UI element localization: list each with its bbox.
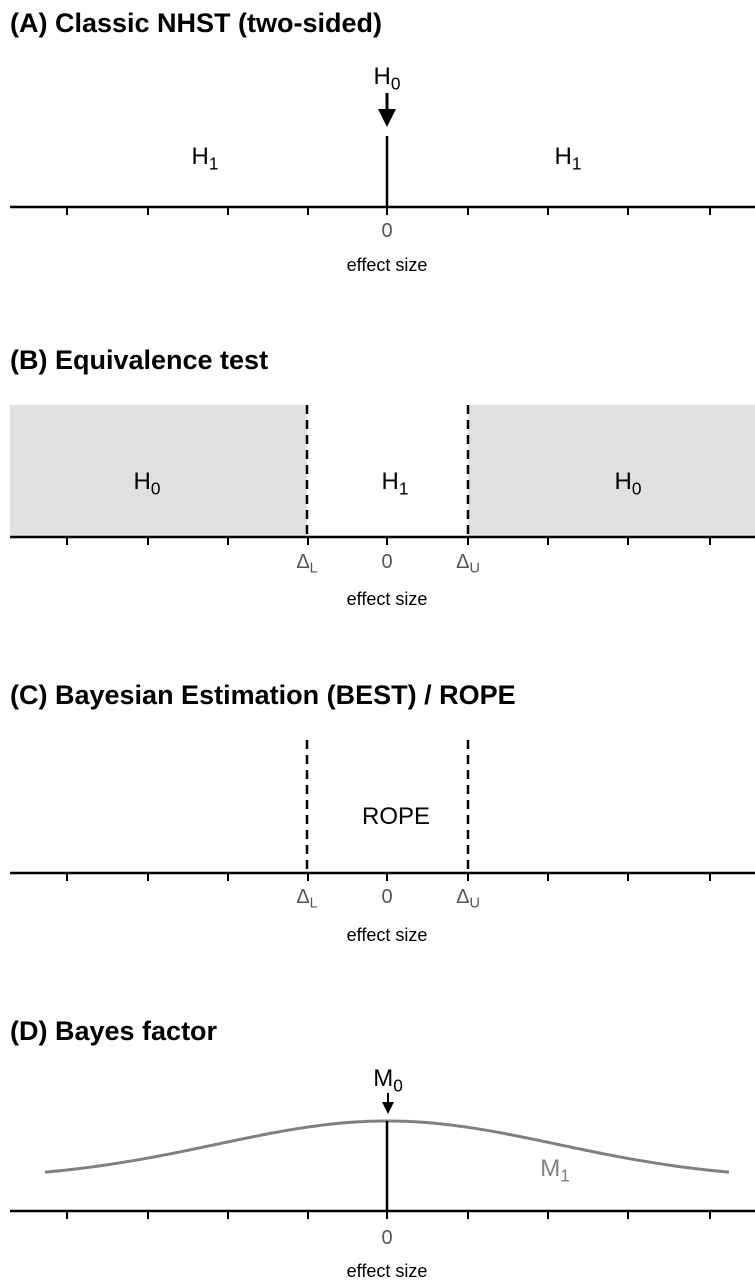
region-label-sub: 1 <box>399 478 409 498</box>
region-label-main: M <box>540 1155 560 1182</box>
region-label-main: H <box>555 143 572 170</box>
tick-label: 0 <box>381 220 392 242</box>
tick-label-main: Δ <box>296 551 309 573</box>
region-label: M0 <box>373 1065 403 1095</box>
h0-region <box>468 405 755 536</box>
tick-label: 0 <box>381 886 392 908</box>
tick-label: 0 <box>381 551 392 573</box>
axis-label: effect size <box>347 925 428 945</box>
region-label-main: H <box>192 143 209 170</box>
h0-region <box>10 405 307 536</box>
panel-title: (A) Classic NHST (two-sided) <box>10 8 382 38</box>
tick-label: 0 <box>381 1227 392 1249</box>
region-label-main: H <box>374 63 391 90</box>
region-label-main: ROPE <box>362 803 430 830</box>
axis-label: effect size <box>347 589 428 609</box>
axis-label: effect size <box>347 1261 428 1281</box>
region-label-main: H <box>615 468 632 495</box>
region-label-sub: 1 <box>572 153 582 173</box>
tick-label-main: 0 <box>381 551 392 573</box>
region-label: H0 <box>134 468 161 498</box>
tick-label-main: 0 <box>381 1227 392 1249</box>
region-label-sub: 0 <box>632 478 642 498</box>
tick-label-main: Δ <box>296 886 309 908</box>
panel-title: (C) Bayesian Estimation (BEST) / ROPE <box>10 680 516 710</box>
region-label: H0 <box>374 63 401 93</box>
tick-label-main: Δ <box>456 551 469 573</box>
region-label: H0 <box>615 468 642 498</box>
region-label-sub: 0 <box>391 73 401 93</box>
region-label-sub: 0 <box>393 1075 403 1095</box>
region-label-sub: 1 <box>209 153 219 173</box>
tick-label: ΔU <box>456 886 480 911</box>
tick-label: ΔU <box>456 551 480 576</box>
region-label-main: M <box>373 1065 393 1092</box>
tick-label-main: 0 <box>381 220 392 242</box>
axis-label: effect size <box>347 255 428 275</box>
tick-label-sub: L <box>310 560 318 576</box>
panel-title: (B) Equivalence test <box>10 345 268 375</box>
region-label: H1 <box>382 468 409 498</box>
region-label-sub: 0 <box>151 478 161 498</box>
region-label-main: H <box>134 468 151 495</box>
tick-label-main: 0 <box>381 886 392 908</box>
region-label: M1 <box>540 1155 570 1185</box>
tick-label: ΔL <box>296 551 317 576</box>
region-label-sub: 1 <box>560 1165 570 1185</box>
tick-label-sub: U <box>469 560 479 576</box>
tick-label-sub: L <box>310 895 318 911</box>
region-label: H1 <box>555 143 582 173</box>
region-label: H1 <box>192 143 219 173</box>
tick-label-sub: U <box>469 895 479 911</box>
panel-title: (D) Bayes factor <box>10 1016 218 1046</box>
tick-label-main: Δ <box>456 886 469 908</box>
region-label-main: H <box>382 468 399 495</box>
region-label: ROPE <box>362 803 430 830</box>
tick-label: ΔL <box>296 886 317 911</box>
